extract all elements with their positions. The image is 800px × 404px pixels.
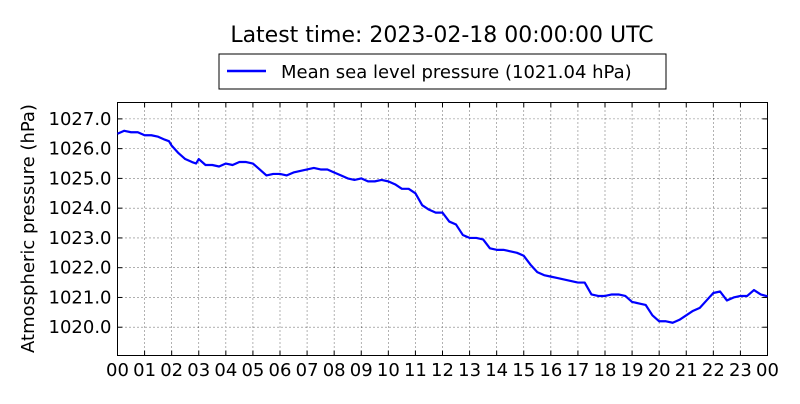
x-tick-label: 03 <box>187 360 210 381</box>
axis-ticks <box>117 102 768 356</box>
x-tick-label: 21 <box>675 360 698 381</box>
x-tick-label: 23 <box>729 360 752 381</box>
y-tick-label: 1022.0 <box>49 258 112 279</box>
x-tick-label: 16 <box>539 360 562 381</box>
grid-lines <box>117 102 768 356</box>
y-tick-label: 1027.0 <box>49 109 112 130</box>
x-tick-label: 09 <box>350 360 373 381</box>
legend: Mean sea level pressure (1021.04 hPa) <box>218 53 667 90</box>
y-tick-label: 1021.0 <box>49 287 112 308</box>
x-tick-label: 01 <box>133 360 156 381</box>
x-tick-label: 22 <box>702 360 725 381</box>
y-tick-label: 1024.0 <box>49 198 112 219</box>
x-tick-label: 14 <box>485 360 508 381</box>
plot-frame <box>117 102 768 356</box>
x-tick-label: 11 <box>404 360 427 381</box>
y-tick-label: 1025.0 <box>49 168 112 189</box>
series-line-mean-sea-level-pressure <box>117 129 768 324</box>
x-tick-label: 12 <box>431 360 454 381</box>
x-tick-label: 15 <box>512 360 535 381</box>
x-tick-label: 20 <box>648 360 671 381</box>
y-axis-label: Atmospheric pressure (hPa) <box>18 104 39 353</box>
x-tick-label: 04 <box>214 360 237 381</box>
x-tick-label: 13 <box>458 360 481 381</box>
x-tick-label: 00 <box>106 360 129 381</box>
x-tick-label: 05 <box>241 360 264 381</box>
x-tick-label: 06 <box>269 360 292 381</box>
x-tick-label: 18 <box>594 360 617 381</box>
x-tick-label: 10 <box>377 360 400 381</box>
axis-tick-labels: 00 01 02 03 04 05 06 07 08 09 10 11 12 13 14 15 16 17 18 19… <box>49 109 779 381</box>
x-tick-label: 17 <box>566 360 589 381</box>
legend-box <box>218 53 667 90</box>
x-tick-label: 08 <box>323 360 346 381</box>
x-tick-label: 00 <box>756 360 779 381</box>
legend-label: Mean sea level pressure (1021.04 hPa) <box>281 62 632 83</box>
x-tick-label: 07 <box>296 360 319 381</box>
y-tick-label: 1023.0 <box>49 228 112 249</box>
y-tick-label: 1026.0 <box>49 139 112 160</box>
chart-title: Latest time: 2023-02-18 00:00:00 UTC <box>230 23 653 48</box>
x-tick-label: 02 <box>160 360 183 381</box>
y-tick-label: 1020.0 <box>49 317 112 338</box>
x-tick-label: 19 <box>621 360 644 381</box>
